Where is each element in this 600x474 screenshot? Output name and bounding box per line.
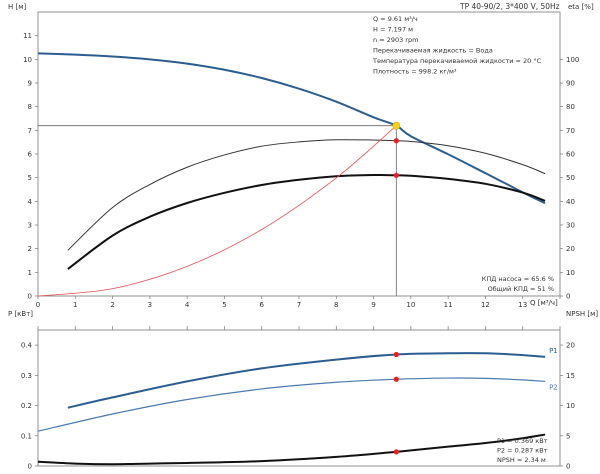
eta-tick-label: 80: [566, 103, 575, 111]
head-tick-label: 0: [28, 293, 32, 301]
bottom-plot-frame: [37, 329, 561, 467]
head-tick-label: 4: [28, 198, 33, 206]
curve-layer: [37, 52, 546, 466]
top-plot-frame: [37, 11, 561, 297]
x-tick-label: 3: [148, 301, 152, 309]
eta-tick-label: 30: [566, 222, 575, 230]
duty-point-info: Перекачиваемая жидкость = Вода: [373, 47, 493, 55]
x-tick-label: 4: [185, 301, 190, 309]
eta-tick-label: 40: [566, 198, 575, 206]
npsh-axis-title: NPSH [м]: [566, 310, 598, 318]
total-efficiency-curve: [67, 174, 546, 270]
power-tick-label: 0.1: [21, 432, 32, 440]
npsh-tick-label: 5: [566, 432, 570, 440]
efficiency-value-label: КПД насоса = 65.6 %: [482, 275, 554, 283]
eta-tick-label: 10: [566, 269, 575, 277]
p2-curve: [37, 377, 546, 432]
head-curve: [37, 52, 546, 205]
eta-tick-label: 20: [566, 245, 575, 253]
power-tick-label: 0.4: [21, 342, 33, 350]
npsh-curve: [37, 433, 546, 466]
eta-tick-label: 50: [566, 174, 575, 182]
x-tick-label: 0: [36, 301, 40, 309]
eta-tick-label: 90: [566, 80, 575, 88]
pump-efficiency-point: [393, 138, 399, 144]
label-layer: TP 40-90/2, 3*400 V, 50Hz H [м] eta [%] …: [8, 2, 598, 471]
x-tick-label: 11: [444, 301, 453, 309]
x-tick-label: 8: [334, 301, 338, 309]
duty-point-info: Температура перекачиваемой жидкости = 20…: [372, 57, 542, 65]
pump-efficiency-curve: [67, 139, 546, 251]
power-value-label: P2 = 0.287 кВт: [497, 447, 548, 455]
p1-curve: [67, 352, 546, 409]
p1-point: [393, 351, 399, 358]
duty-point-marker: [392, 121, 401, 130]
head-tick-label: 1: [28, 269, 32, 277]
system-curve: [37, 125, 397, 297]
npsh-tick-label: 10: [566, 402, 575, 410]
head-tick-label: 9: [28, 80, 32, 88]
npsh-tick-label: 15: [566, 372, 575, 380]
power-axis-title: P [кВт]: [8, 310, 33, 318]
power-value-label: NPSH = 2.34 м: [497, 456, 546, 464]
head-tick-label: 5: [28, 174, 32, 182]
eta-tick-label: 0: [566, 293, 570, 301]
efficiency-value-label: Общий КПД = 51 %: [488, 285, 554, 293]
eta-tick-label: 100: [566, 56, 579, 64]
head-tick-label: 6: [28, 151, 33, 159]
eta-axis-title: eta [%]: [568, 3, 594, 11]
total-efficiency-point: [393, 172, 399, 178]
x-tick-label: 7: [297, 301, 301, 309]
x-tick-label: 9: [371, 301, 375, 309]
power-value-label: P1 = 0.369 кВт: [497, 437, 548, 445]
npsh-point: [393, 449, 399, 455]
p2-series-label: P2: [549, 383, 558, 391]
duty-point-info: n = 2903 rpm: [373, 36, 418, 44]
eta-tick-label: 60: [566, 151, 575, 159]
p2-point: [393, 376, 399, 382]
head-tick-label: 7: [28, 127, 32, 135]
x-tick-label: 1: [73, 301, 77, 309]
chart-title: TP 40-90/2, 3*400 V, 50Hz: [459, 2, 560, 11]
eta-tick-label: 70: [566, 127, 575, 135]
npsh-tick-label: 20: [566, 342, 575, 350]
p1-series-label: P1: [549, 347, 558, 355]
power-tick-label: 0.3: [21, 372, 32, 380]
power-tick-label: 0.2: [21, 402, 32, 410]
head-tick-label: 3: [28, 222, 32, 230]
power-tick-label: 0: [28, 463, 32, 471]
head-axis-title: H [м]: [8, 3, 27, 11]
plot-frames: [35, 11, 563, 467]
x-tick-label: 12: [481, 301, 490, 309]
head-tick-label: 11: [23, 32, 32, 40]
duty-point-info: Q = 9.61 м³/ч: [373, 15, 418, 23]
x-tick-label: 10: [406, 301, 415, 309]
duty-point-info: H = 7.197 м: [373, 26, 413, 34]
operating-point-layer: [392, 121, 401, 455]
head-tick-label: 10: [23, 56, 32, 64]
head-tick-label: 8: [28, 103, 32, 111]
duty-point-info: Плотность = 998.2 кг/м³: [373, 68, 457, 76]
x-tick-label: 6: [259, 301, 264, 309]
head-tick-label: 2: [28, 245, 32, 253]
x-tick-label: 5: [222, 301, 226, 309]
npsh-tick-label: 0: [566, 463, 570, 471]
x-tick-label: 2: [110, 301, 114, 309]
flow-axis-title: Q [м³/ч]: [530, 299, 558, 307]
x-tick-label: 13: [518, 301, 527, 309]
